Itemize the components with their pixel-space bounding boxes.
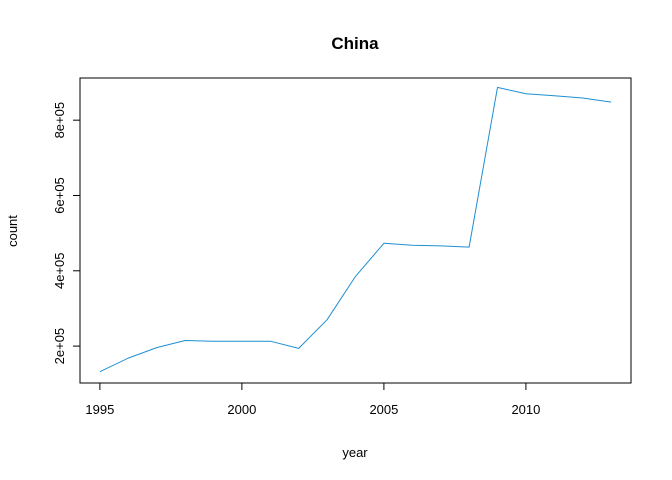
y-axis-label: count [5,215,20,247]
y-tick-label: 6e+05 [52,177,67,214]
x-tick-label: 2000 [227,402,256,417]
y-tick-label: 2e+05 [52,328,67,365]
x-tick-label: 2005 [369,402,398,417]
x-axis: 1995 2000 2005 2010 [85,382,540,417]
plot-area-frame [79,77,632,384]
y-tick-label: 4e+05 [52,253,67,290]
x-axis-label: year [342,445,368,460]
y-tick-label: 8e+05 [52,102,67,139]
y-axis: 2e+05 4e+05 6e+05 8e+05 [52,102,81,365]
chart-title: China [331,34,379,53]
x-tick-label: 1995 [85,402,114,417]
series-layer [99,86,612,373]
x-tick-label: 2010 [511,402,540,417]
series-line [99,86,612,373]
